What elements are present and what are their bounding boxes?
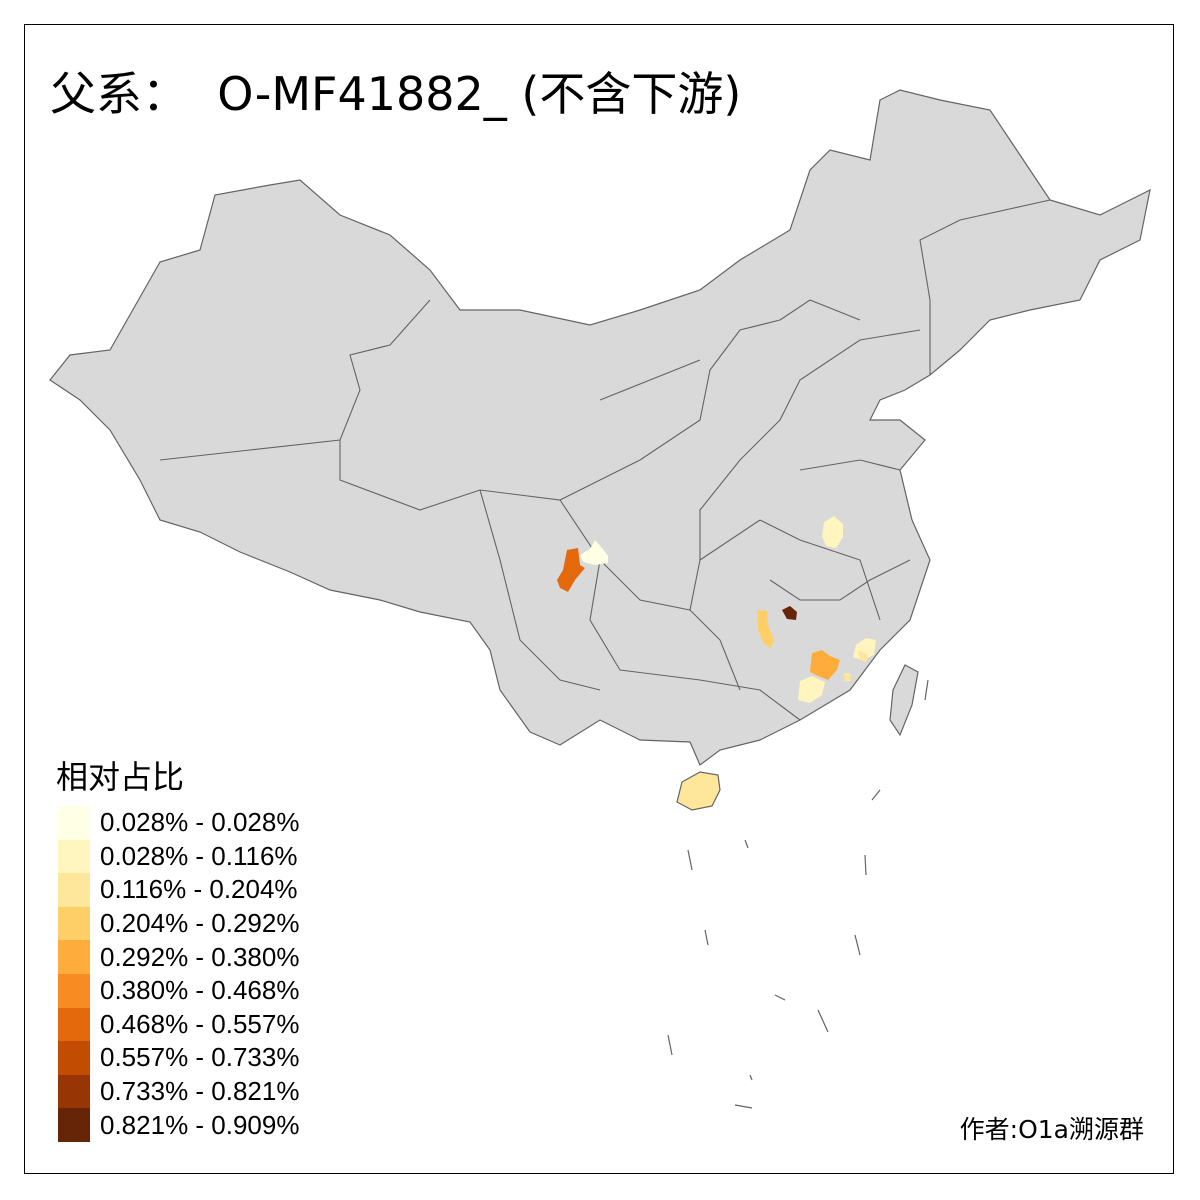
legend-title: 相对占比	[56, 758, 185, 796]
legend-item: 0.028% - 0.028%	[58, 806, 299, 840]
map-title: 父系： O-MF41882_ (不含下游)	[50, 67, 742, 121]
highlighted-region	[798, 676, 825, 703]
highlighted-region	[557, 548, 585, 592]
legend-label: 0.733% - 0.821%	[100, 1076, 300, 1107]
legend: 0.028% - 0.028% 0.028% - 0.116% 0.116% - 0…	[58, 806, 299, 1142]
legend-label: 0.380% - 0.468%	[100, 975, 300, 1006]
legend-label: 0.116% - 0.204%	[100, 874, 298, 905]
legend-label: 0.028% - 0.116%	[100, 840, 298, 871]
legend-swatch	[58, 906, 90, 941]
legend-label: 0.204% - 0.292%	[100, 908, 300, 939]
legend-item: 0.380% - 0.468%	[58, 973, 300, 1008]
legend-label: 0.028% - 0.028%	[100, 807, 300, 838]
hainan-island	[676, 771, 721, 811]
highlighted-regions	[557, 516, 876, 807]
legend-item: 0.116% - 0.204%	[58, 873, 299, 907]
highlighted-region	[858, 650, 868, 662]
legend-swatch	[58, 839, 90, 874]
legend-item: 0.821% - 0.909%	[58, 1108, 299, 1142]
legend-item: 0.557% - 0.733%	[58, 1041, 299, 1075]
legend-swatch	[58, 873, 90, 907]
legend-swatch	[58, 1041, 90, 1075]
legend-swatch	[58, 1108, 90, 1142]
south-sea-islands	[667, 679, 929, 1109]
legend-label: 0.557% - 0.733%	[100, 1042, 300, 1073]
highlighted-region	[580, 540, 608, 565]
author-credit: 作者:O1a溯源群	[959, 1115, 1144, 1144]
highlighted-region	[822, 516, 843, 548]
legend-swatch	[58, 1074, 90, 1109]
legend-swatch	[58, 973, 90, 1008]
legend-label: 0.468% - 0.557%	[100, 1008, 300, 1039]
highlighted-region	[782, 606, 797, 620]
highlighted-region	[757, 610, 774, 648]
taiwan-outline	[889, 664, 919, 737]
highlighted-region	[810, 650, 840, 680]
legend-swatch	[58, 1007, 90, 1042]
legend-swatch	[58, 806, 90, 840]
highlighted-region	[853, 638, 876, 660]
legend-item: 0.468% - 0.557%	[58, 1007, 300, 1042]
mainland-outline	[49, 89, 1151, 766]
province-borders	[159, 199, 1051, 721]
legend-swatch	[58, 940, 90, 974]
legend-item: 0.204% - 0.292%	[58, 906, 300, 941]
legend-label: 0.821% - 0.909%	[100, 1109, 300, 1140]
legend-item: 0.028% - 0.116%	[58, 839, 299, 874]
highlighted-region	[844, 673, 851, 682]
legend-label: 0.292% - 0.380%	[100, 941, 300, 972]
legend-item: 0.733% - 0.821%	[58, 1074, 300, 1109]
plot-frame	[24, 24, 1174, 1174]
legend-item: 0.292% - 0.380%	[58, 940, 299, 974]
